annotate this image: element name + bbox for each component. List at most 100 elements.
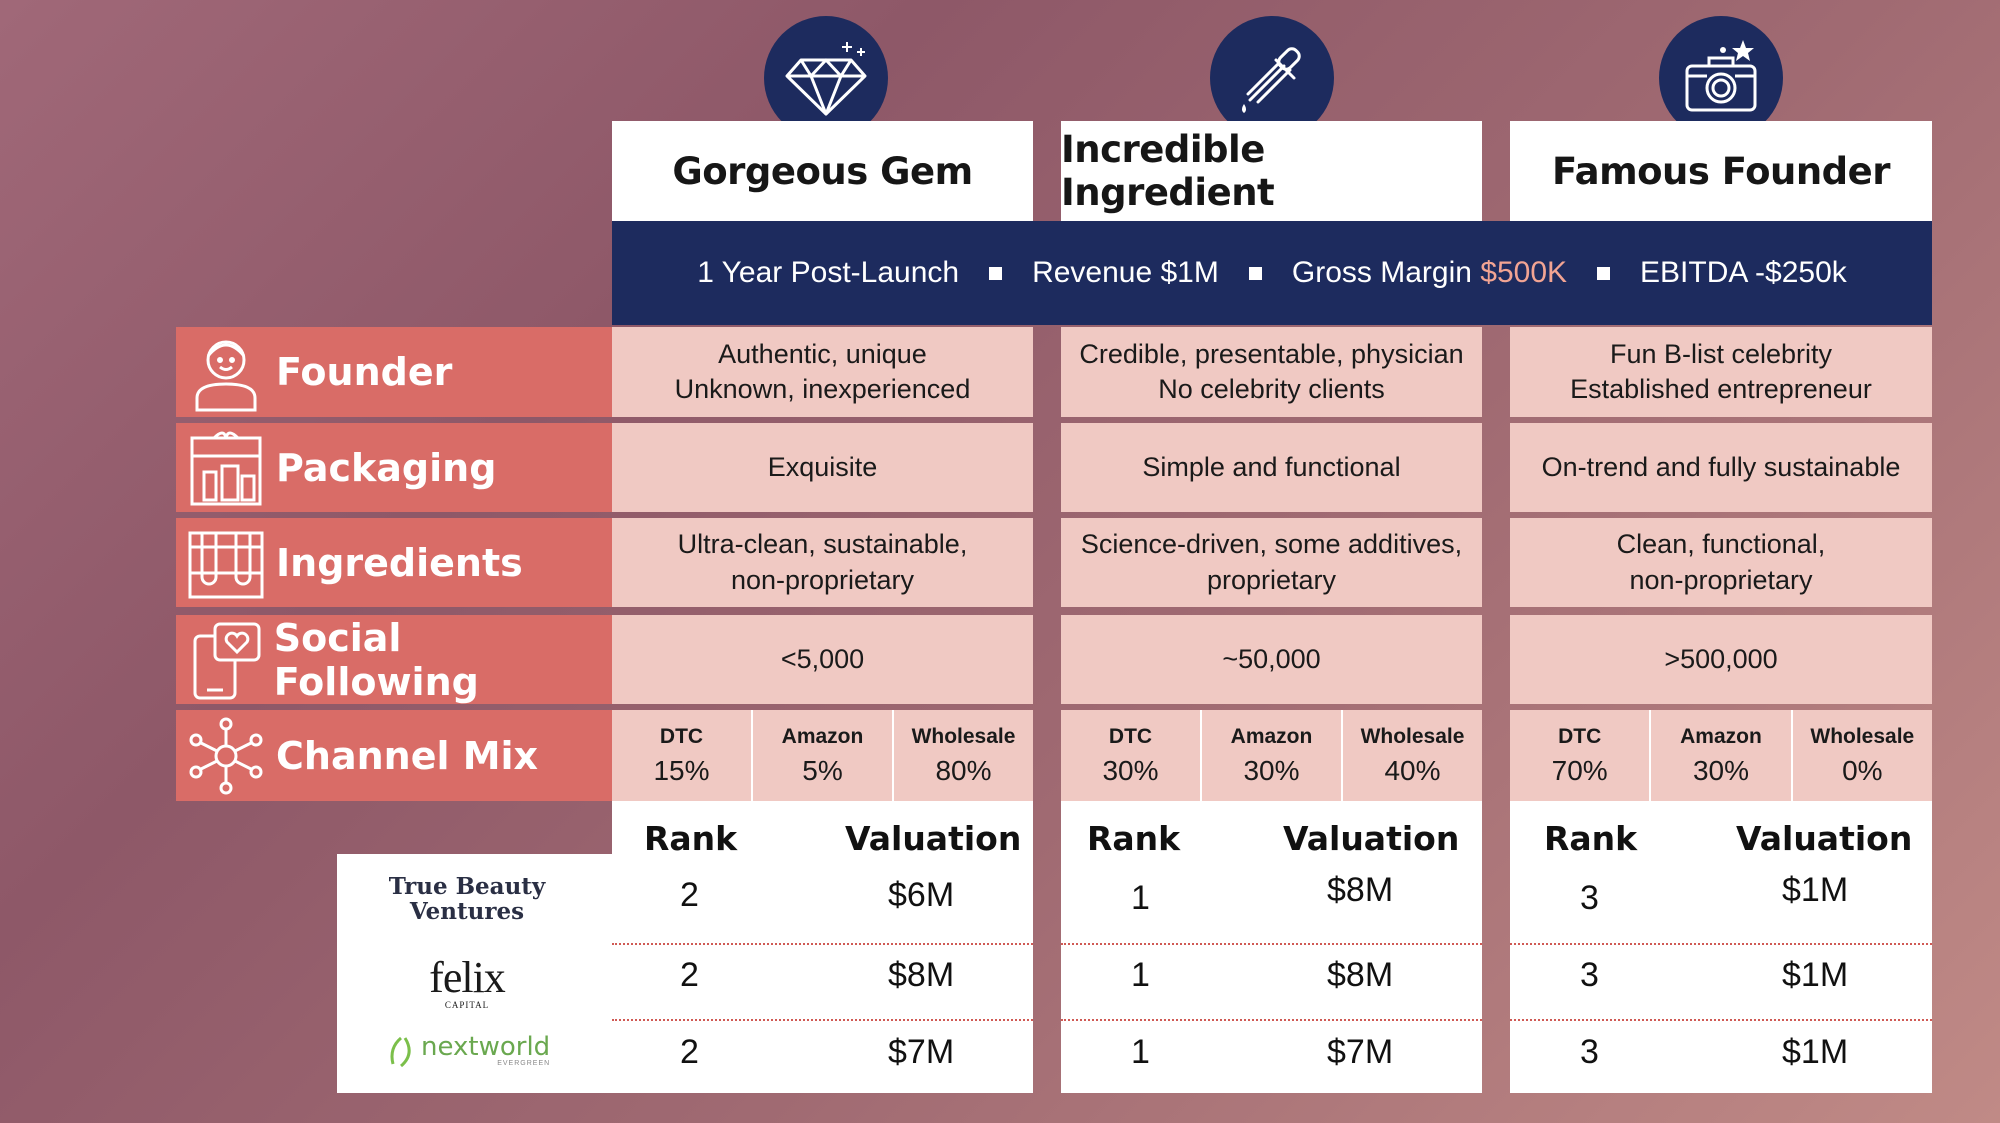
- banner-ebitda: EBITDA -$250k: [1640, 256, 1847, 289]
- channel-value: 5%: [802, 754, 843, 786]
- dropper-icon-badge: [1210, 16, 1334, 140]
- valuation-value: $7M: [888, 1033, 955, 1071]
- row-label-text: Channel Mix: [276, 733, 539, 778]
- channel-label: DTC: [1108, 724, 1153, 748]
- packaging-text: Exquisite: [767, 451, 878, 482]
- ingredients-cell: Ultra-clean, sustainable, non-proprietar…: [612, 518, 1033, 607]
- channel-amazon: Amazon 30%: [1651, 710, 1793, 801]
- nextworld-wordmark: nextworld: [421, 1032, 551, 1062]
- channel-mix-cell: DTC 70% Amazon 30% Wholesale 0%: [1510, 710, 1932, 801]
- row-label-social-following: Social Following: [176, 615, 612, 704]
- packaging-cell: Simple and functional: [1061, 423, 1482, 512]
- ingredients-line-2: non-proprietary: [1629, 564, 1813, 595]
- packaging-cell: On-trend and fully sustainable: [1510, 423, 1932, 512]
- banner-gross-margin-value: $500K: [1480, 256, 1568, 289]
- leaf-icon: [390, 1036, 411, 1068]
- channel-label: Wholesale: [1810, 724, 1915, 748]
- valuation-header: Valuation: [1283, 819, 1460, 858]
- channel-value: 40%: [1384, 754, 1441, 786]
- founder-line-2: Established entrepreneur: [1570, 374, 1872, 404]
- packaging-cell: Exquisite: [612, 423, 1033, 512]
- column-header-famous-founder: Famous Founder: [1510, 121, 1932, 221]
- packaging-text: On-trend and fully sustainable: [1541, 451, 1901, 482]
- rank-value: 2: [680, 1033, 699, 1071]
- channel-label: DTC: [1558, 724, 1602, 748]
- rank-valuation-famous-founder: Rank Valuation 3 $1M 3 $1M 3 $1M: [1510, 801, 1932, 1093]
- network-icon: [176, 710, 276, 801]
- felix-wordmark: felix: [429, 953, 506, 1002]
- rank-value: 2: [680, 876, 699, 914]
- row-divider: [1061, 943, 1482, 945]
- row-label-text: Packaging: [276, 445, 497, 490]
- true-beauty-ventures-logo: True Beauty Ventures: [337, 874, 597, 925]
- camera-icon: [1685, 40, 1757, 112]
- packaging-text: Simple and functional: [1142, 451, 1401, 482]
- camera-icon-badge: [1659, 16, 1783, 140]
- row-divider: [612, 1019, 1033, 1021]
- row-label-text: Social Following: [273, 615, 479, 704]
- rank-value: 3: [1580, 956, 1599, 994]
- valuation-header: Valuation: [845, 819, 1022, 858]
- channel-value: 30%: [1243, 754, 1300, 786]
- row-divider: [1510, 1019, 1932, 1021]
- row-label-founder: Founder: [176, 327, 612, 417]
- rank-value: 1: [1131, 879, 1150, 917]
- rank-value: 1: [1131, 1033, 1150, 1071]
- valuation-value: $8M: [1327, 871, 1394, 909]
- ingredients-cell: Science-driven, some additives, propriet…: [1061, 518, 1482, 607]
- nextworld-subtext: EVERGREEN: [497, 1060, 551, 1067]
- channel-value: 80%: [935, 754, 992, 786]
- row-label-packaging: Packaging: [176, 423, 612, 512]
- channel-value: 70%: [1551, 754, 1608, 786]
- rank-header: Rank: [644, 819, 738, 858]
- social-cell: <5,000: [612, 615, 1033, 704]
- founder-cell: Credible, presentable, physician No cele…: [1061, 327, 1482, 417]
- diamond-icon-badge: [764, 16, 888, 140]
- test-tubes-icon: [176, 518, 276, 607]
- valuation-header: Valuation: [1736, 819, 1913, 858]
- separator-square: [1597, 266, 1611, 280]
- valuation-value: $1M: [1782, 956, 1849, 994]
- separator-square: [1248, 266, 1262, 280]
- rank-valuation-incredible-ingredient: Rank Valuation 1 $8M 1 $8M 1 $7M: [1061, 801, 1482, 1093]
- rank-value: 3: [1580, 879, 1599, 917]
- banner-gross-margin-label: Gross Margin: [1291, 256, 1481, 289]
- social-text: >500,000: [1664, 643, 1778, 674]
- diamond-icon: [785, 42, 867, 116]
- rank-header: Rank: [1087, 819, 1181, 858]
- channel-wholesale: Wholesale 40%: [1343, 710, 1482, 801]
- channel-dtc: DTC 30%: [1061, 710, 1202, 801]
- rank-valuation-gorgeous-gem: Rank Valuation 2 $6M 2 $8M 2 $7M: [612, 801, 1033, 1093]
- rank-header: Rank: [1544, 819, 1638, 858]
- assumptions-banner: 1 Year Post-Launch Revenue $1M Gross Mar…: [612, 221, 1932, 325]
- ingredients-line-2: non-proprietary: [730, 564, 915, 595]
- person-icon: [176, 327, 276, 417]
- social-cell: >500,000: [1510, 615, 1932, 704]
- rank-value: 2: [680, 956, 699, 994]
- channel-wholesale: Wholesale 0%: [1793, 710, 1932, 801]
- row-label-text: Founder: [276, 350, 453, 394]
- valuation-value: $8M: [1327, 956, 1394, 994]
- channel-value: 15%: [653, 754, 710, 786]
- ingredients-line-1: Clean, functional,: [1616, 529, 1826, 560]
- felix-capital-logo: felix CAPITAL: [337, 953, 597, 1011]
- ingredients-line-2: proprietary: [1206, 564, 1337, 595]
- logo-line-1: True Beauty: [388, 873, 546, 900]
- valuation-value: $1M: [1782, 871, 1849, 909]
- channel-value: 0%: [1842, 754, 1883, 786]
- founder-line-1: Fun B-list celebrity: [1609, 338, 1833, 369]
- founder-line-2: No celebrity clients: [1158, 374, 1385, 404]
- channel-dtc: DTC 15%: [612, 710, 753, 801]
- channel-label: DTC: [659, 724, 704, 748]
- dropper-icon: [1242, 47, 1301, 113]
- channel-amazon: Amazon 30%: [1202, 710, 1343, 801]
- row-divider: [1061, 1019, 1482, 1021]
- founder-cell: Fun B-list celebrity Established entrepr…: [1510, 327, 1932, 417]
- package-icon: [176, 423, 276, 512]
- investor-logos: True Beauty Ventures felix CAPITAL nextw…: [337, 854, 612, 1093]
- social-cell: ~50,000: [1061, 615, 1482, 704]
- channel-label: Wholesale: [1360, 724, 1465, 748]
- banner-period: 1 Year Post-Launch: [697, 256, 960, 289]
- ingredients-cell: Clean, functional, non-proprietary: [1510, 518, 1932, 607]
- channel-value: 30%: [1102, 754, 1159, 786]
